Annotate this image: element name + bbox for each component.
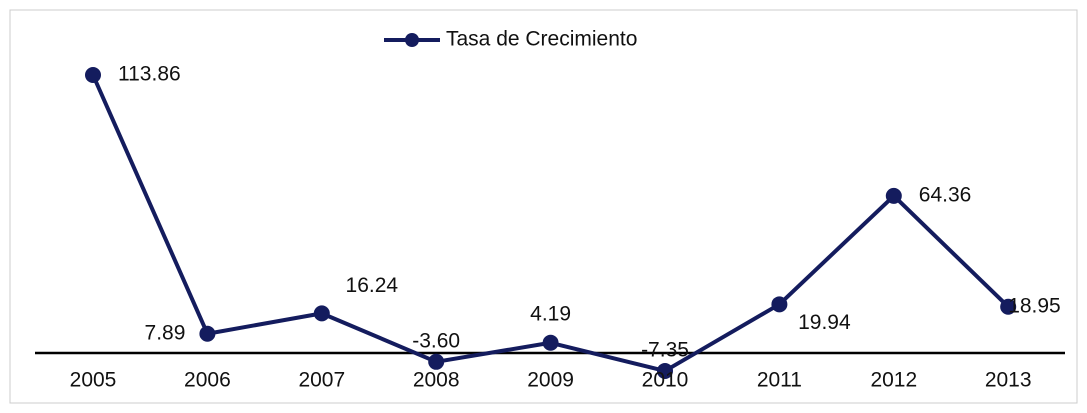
data-label: -7.35 bbox=[641, 338, 689, 361]
data-label: 18.95 bbox=[1008, 294, 1061, 317]
data-label: 4.19 bbox=[530, 302, 571, 325]
data-label: -3.60 bbox=[412, 329, 460, 352]
marker bbox=[85, 67, 101, 83]
marker bbox=[885, 187, 902, 204]
x-tick-label: 2008 bbox=[413, 369, 460, 392]
data-label: 113.86 bbox=[118, 63, 181, 86]
x-tick-label: 2012 bbox=[870, 369, 917, 392]
legend-label: Tasa de Crecimiento bbox=[446, 28, 637, 51]
marker bbox=[657, 362, 673, 379]
marker bbox=[771, 296, 788, 313]
data-label: 16.24 bbox=[346, 274, 399, 297]
x-tick-label: 2005 bbox=[70, 369, 117, 392]
x-tick-label: 2011 bbox=[757, 369, 802, 392]
x-tick-label: 2010 bbox=[642, 369, 689, 392]
x-tick-label: 2009 bbox=[527, 369, 574, 392]
marker bbox=[428, 353, 445, 370]
data-label: 19.94 bbox=[798, 311, 851, 334]
marker bbox=[1000, 298, 1017, 315]
marker bbox=[313, 305, 330, 322]
x-tick-label: 2013 bbox=[985, 369, 1032, 392]
marker bbox=[542, 334, 559, 351]
x-tick-label: 2006 bbox=[184, 369, 231, 392]
data-label: 7.89 bbox=[145, 321, 186, 344]
legend-marker bbox=[405, 33, 419, 47]
frame bbox=[9, 9, 1078, 404]
x-tick-label: 2007 bbox=[298, 369, 345, 392]
data-label: 64.36 bbox=[919, 183, 972, 206]
marker bbox=[199, 325, 216, 342]
